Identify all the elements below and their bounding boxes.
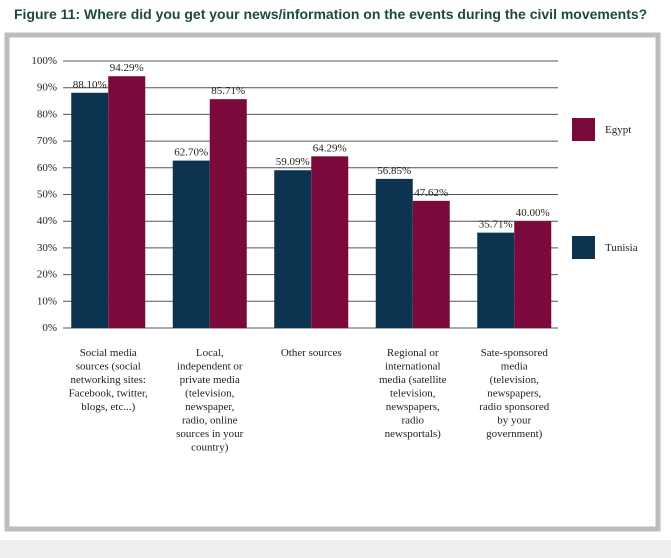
bar — [108, 76, 146, 328]
legend-swatch — [572, 236, 595, 259]
value-label: 59.09% — [276, 156, 310, 168]
x-tick-label: Local, independent or private media (televi… — [176, 347, 244, 454]
bottom-strip — [0, 540, 671, 558]
legend-swatch — [572, 118, 595, 141]
x-tick-label: Sate-sponsored media (television, newspaper… — [479, 347, 549, 440]
value-label: 85.71% — [211, 85, 245, 97]
x-tick-label: Social media sources (social networking si… — [69, 347, 149, 413]
value-label: 94.29% — [110, 62, 144, 74]
legend-label: Tunisia — [605, 242, 638, 254]
y-tick-label: 70% — [37, 135, 57, 147]
value-label: 47.62% — [414, 186, 448, 198]
bar — [412, 200, 450, 328]
y-tick-label: 0% — [42, 322, 57, 334]
y-tick-label: 60% — [37, 161, 57, 173]
y-tick-label: 40% — [37, 215, 57, 227]
y-tick-label: 90% — [37, 81, 57, 93]
x-tick-label: Other sources — [281, 347, 342, 359]
chart-title: Figure 11: Where did you get your news/i… — [14, 6, 647, 22]
value-label: 35.71% — [479, 218, 513, 230]
bar — [514, 221, 552, 328]
value-label: 88.10% — [73, 78, 107, 90]
y-tick-label: 10% — [37, 295, 57, 307]
legend-label: Egypt — [605, 124, 631, 136]
bar — [274, 170, 312, 328]
y-tick-label: 80% — [37, 108, 57, 120]
y-tick-label: 20% — [37, 268, 57, 280]
bar — [477, 232, 515, 328]
x-tick-label: Regional or international media (satellite… — [379, 347, 447, 440]
value-label: 40.00% — [516, 207, 550, 219]
y-tick-label: 30% — [37, 241, 57, 253]
y-tick-label: 50% — [37, 188, 57, 200]
value-label: 62.70% — [174, 146, 208, 158]
value-label: 64.29% — [313, 142, 347, 154]
bar — [311, 156, 349, 328]
bar — [375, 178, 413, 328]
value-label: 56.85% — [377, 164, 411, 176]
bar — [172, 160, 210, 328]
bar — [209, 99, 247, 328]
y-tick-label: 100% — [31, 55, 57, 67]
bar — [71, 92, 109, 328]
